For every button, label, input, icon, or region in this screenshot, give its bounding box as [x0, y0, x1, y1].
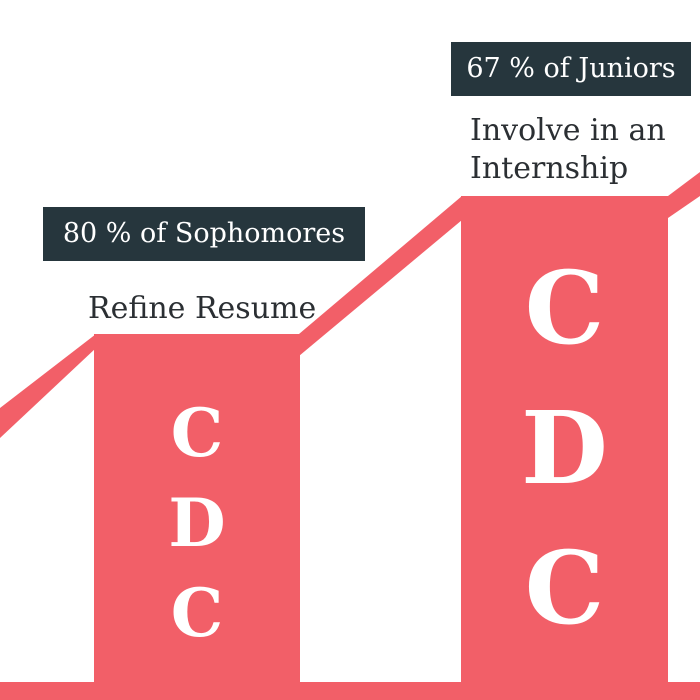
sophomores-stat-label: 80 % of Sophomores [43, 207, 365, 261]
bar-sophomores [94, 334, 300, 694]
juniors-action-line-2: Internship [470, 151, 629, 186]
cdc-letter: D [168, 484, 226, 562]
juniors-stat-label: 67 % of Juniors [451, 42, 691, 96]
cdc-letter: C [170, 574, 224, 652]
cdc-letter: C [170, 394, 224, 472]
sophomores-cdc-letters: C D C [94, 388, 300, 658]
bar-juniors [461, 196, 668, 694]
cdc-letter: C [524, 249, 605, 367]
sophomores-action-caption: Refine Resume [88, 290, 316, 328]
cdc-letter: C [524, 529, 605, 647]
juniors-stat-text: 67 % of Juniors [466, 53, 676, 84]
sophomores-stat-text: 80 % of Sophomores [62, 218, 346, 249]
juniors-action-caption: Involve in an Internship [470, 112, 666, 188]
juniors-cdc-letters: C D C [461, 238, 668, 658]
cdc-letter: D [521, 389, 608, 507]
trend-arrow-segment-1 [0, 334, 96, 438]
sophomores-action-text: Refine Resume [88, 291, 317, 326]
trend-arrow-segment-3 [668, 172, 700, 218]
juniors-action-line-1: Involve in an [470, 113, 666, 148]
trend-arrow-segment-2 [299, 196, 462, 356]
baseline [0, 682, 700, 700]
